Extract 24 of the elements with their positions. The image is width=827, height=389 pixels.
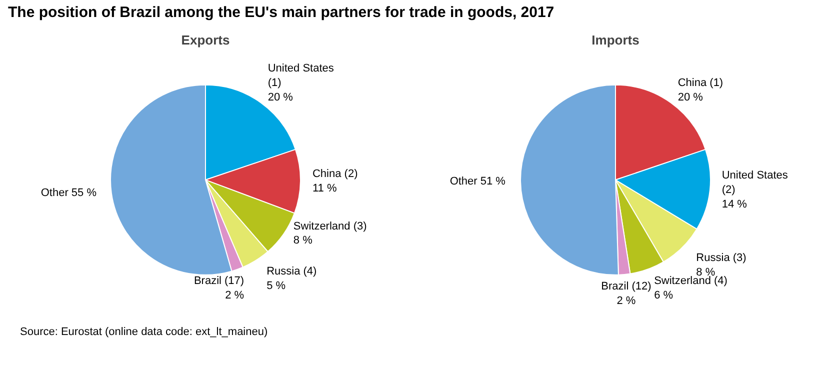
data-label: 14 %: [722, 198, 748, 211]
slice-label: Switzerland (3): [293, 220, 367, 233]
chart-subtitle: Imports: [592, 32, 640, 48]
slice-label: Russia (3): [696, 252, 746, 264]
data-label: 20 %: [268, 92, 294, 104]
slice-label: Other 51 %: [450, 176, 506, 188]
data-label: 2 %: [225, 290, 244, 302]
data-label: 8 %: [293, 235, 313, 248]
chart-subtitle: Exports: [181, 32, 230, 48]
data-label: 2 %: [616, 295, 636, 308]
slice-label: Brazil (12): [601, 280, 652, 293]
slice-label: China (1): [678, 78, 724, 90]
slice-label: United States (1): [268, 63, 334, 90]
data-label: 5 %: [266, 280, 286, 292]
data-label: 11 %: [312, 182, 337, 195]
slice-label: China (2): [312, 168, 358, 181]
data-label: 6 %: [654, 290, 674, 302]
chart-title: The position of Brazil among the EU's main partners for trade in goods, 2017: [8, 4, 554, 21]
source-note: Source: Eurostat (online data code: ext_lt_maineu): [20, 325, 268, 340]
slice-label: Russia (4): [266, 266, 317, 278]
slice-label: Other 55 %: [40, 187, 97, 200]
slice-label: Brazil (17): [194, 276, 244, 288]
data-label: 20 %: [678, 92, 704, 104]
slice-label: United States (2): [722, 170, 788, 197]
